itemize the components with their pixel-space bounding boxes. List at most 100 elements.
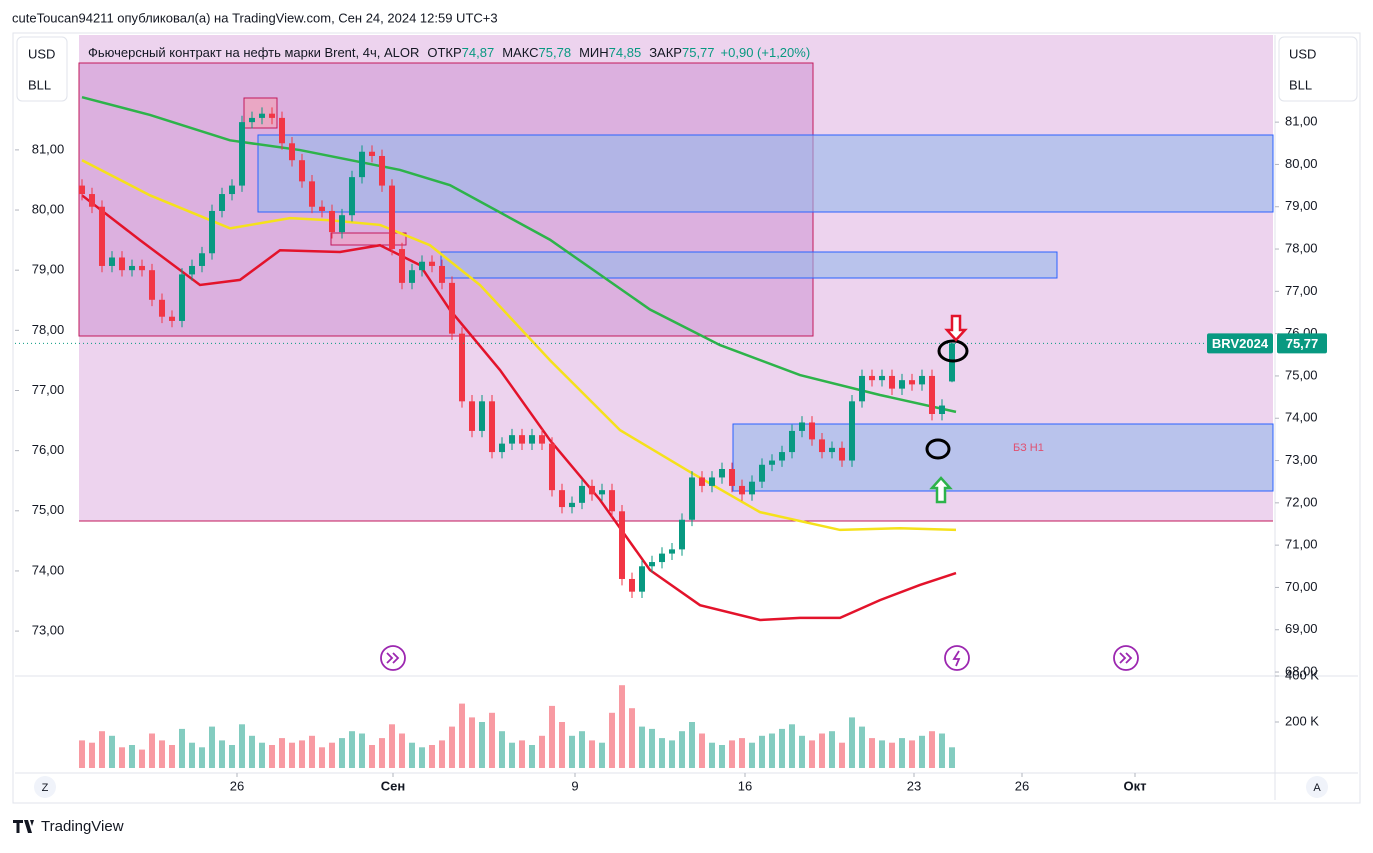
tag-box bbox=[1207, 333, 1273, 354]
button[interactable] bbox=[34, 776, 56, 798]
unit: BLL bbox=[1289, 77, 1312, 92]
candle-body bbox=[189, 265, 195, 275]
candle-body bbox=[739, 485, 745, 495]
moving-average bbox=[81, 159, 957, 532]
candle-body bbox=[769, 460, 775, 465]
field-label: ОТКР bbox=[427, 45, 461, 60]
candle-body bbox=[759, 464, 765, 482]
x-tick-label: 16 bbox=[738, 778, 752, 793]
candle-body bbox=[679, 519, 685, 550]
volume-bar bbox=[629, 708, 635, 768]
candle-body bbox=[939, 405, 945, 415]
unit: BLL bbox=[28, 77, 51, 92]
field-value: 74,87 bbox=[462, 45, 495, 60]
candle-body bbox=[509, 435, 515, 444]
volume-bar bbox=[459, 703, 465, 768]
x-tick-label: 26 bbox=[1015, 778, 1029, 793]
candle-body bbox=[779, 452, 785, 461]
volume-bar bbox=[249, 735, 255, 768]
y2-tick-label: 75,00 bbox=[32, 502, 65, 517]
candle-body bbox=[369, 151, 375, 156]
event-icons bbox=[380, 645, 1139, 671]
y2-tick-label: 76,00 bbox=[32, 442, 65, 457]
change: +0,90 (+1,20%) bbox=[721, 45, 811, 60]
volume-bar bbox=[769, 733, 775, 768]
candle-body bbox=[729, 468, 735, 486]
field-label: МИН bbox=[579, 45, 609, 60]
volume-bar bbox=[939, 733, 945, 768]
candle-body bbox=[309, 181, 315, 207]
volume-bar bbox=[479, 722, 485, 768]
candle-body bbox=[219, 194, 225, 211]
volume-bar bbox=[339, 738, 345, 768]
candle-body bbox=[809, 422, 815, 440]
candle-body bbox=[409, 270, 415, 283]
volume-bar bbox=[429, 745, 435, 768]
candle-body bbox=[339, 215, 345, 233]
candle-body bbox=[589, 485, 595, 495]
volume-bar bbox=[729, 740, 735, 768]
button-label[interactable]: A bbox=[1313, 782, 1321, 794]
zone-small bbox=[330, 232, 407, 246]
candle-body bbox=[419, 261, 425, 271]
volume-bar bbox=[549, 705, 555, 768]
volume-bar bbox=[289, 742, 295, 768]
y-tick-label: 80,00 bbox=[1285, 156, 1318, 171]
candle-body bbox=[559, 490, 565, 508]
candle-body bbox=[619, 511, 625, 579]
zone-blue bbox=[257, 134, 1274, 213]
volume-bar bbox=[119, 747, 125, 768]
volume-bar bbox=[409, 742, 415, 768]
field-label: МАКС bbox=[502, 45, 538, 60]
volume-bar bbox=[859, 726, 865, 768]
candle-body bbox=[919, 375, 925, 385]
field-value: 75,78 bbox=[539, 45, 572, 60]
candle-body bbox=[349, 177, 355, 216]
volume-bar bbox=[949, 747, 955, 768]
volume-bar bbox=[329, 742, 335, 768]
volume-bar bbox=[889, 742, 895, 768]
candle-body bbox=[829, 447, 835, 453]
candle-body bbox=[689, 477, 695, 520]
button-label[interactable]: Z bbox=[42, 782, 49, 794]
annotation: БЗ Н1 bbox=[1013, 442, 1044, 454]
volume-bar bbox=[449, 726, 455, 768]
candle-body bbox=[429, 261, 435, 266]
candle-body bbox=[99, 206, 105, 266]
candle-body bbox=[379, 155, 385, 186]
y-tick-label: 68,00 bbox=[1285, 663, 1318, 678]
volume-bar bbox=[919, 735, 925, 768]
currency: USD bbox=[1289, 46, 1316, 61]
circle-mark bbox=[925, 438, 951, 460]
volume-bar bbox=[209, 726, 215, 768]
candle-body bbox=[519, 435, 525, 444]
field-value: 74,85 bbox=[609, 45, 642, 60]
candle-body bbox=[119, 257, 125, 271]
tag-box bbox=[1277, 333, 1327, 354]
volume-bar bbox=[589, 740, 595, 768]
candle-body bbox=[869, 375, 875, 381]
candle-body bbox=[89, 194, 95, 207]
candle-body bbox=[529, 435, 535, 444]
candle-body bbox=[389, 185, 395, 250]
volume-bar bbox=[759, 735, 765, 768]
candle-body bbox=[359, 151, 365, 178]
volume-bar bbox=[199, 747, 205, 768]
volume-bar bbox=[299, 740, 305, 768]
candle-body bbox=[399, 249, 405, 283]
y-tick-label: 69,00 bbox=[1285, 621, 1318, 636]
moving-average bbox=[81, 194, 957, 622]
candle-body bbox=[639, 566, 645, 592]
candle-body bbox=[179, 274, 185, 321]
volume-bar bbox=[799, 735, 805, 768]
candle-body bbox=[269, 113, 275, 118]
candle-body bbox=[709, 477, 715, 486]
volume-bar bbox=[929, 731, 935, 768]
y-tick-label: 73,00 bbox=[1285, 452, 1318, 467]
x-tick-label: Окт bbox=[1124, 778, 1147, 793]
v-tick-label: 200 K bbox=[1285, 713, 1319, 728]
candle-body bbox=[859, 375, 865, 402]
button[interactable] bbox=[1306, 776, 1328, 798]
volume-bar bbox=[849, 717, 855, 768]
title: Фьючерсный контракт на нефть марки Brent… bbox=[88, 45, 419, 60]
